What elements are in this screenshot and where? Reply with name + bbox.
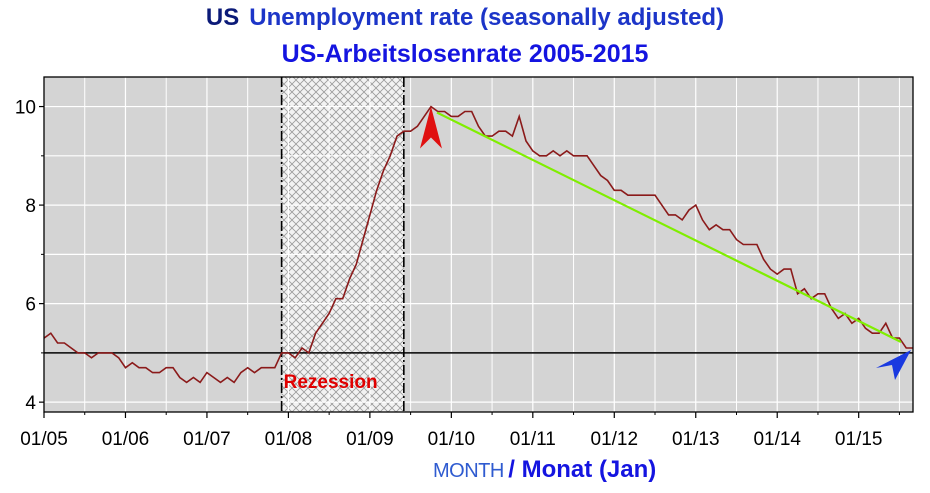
x-tick-label: 01/07 <box>183 429 231 450</box>
x-tick-label: 01/12 <box>591 429 639 450</box>
y-tick-label: 10 <box>15 98 36 119</box>
unemployment-rate-line <box>43 105 913 384</box>
end-arrow-icon <box>876 349 911 380</box>
recession-label: Rezession <box>284 372 378 393</box>
x-axis-label-english: MONTH <box>433 460 504 482</box>
title-country: US <box>205 4 240 31</box>
chart-subtitle: US-Arbeitslosenrate 2005-2015 <box>281 40 649 68</box>
x-tick-label: 01/06 <box>102 429 150 450</box>
y-tick-label: 6 <box>25 295 36 316</box>
x-axis-label-german: / Monat (Jan) <box>508 456 657 483</box>
trend-line <box>436 111 902 343</box>
peak-arrow-icon <box>419 106 442 149</box>
x-tick-label: 01/14 <box>753 429 801 450</box>
x-tick-label: 01/11 <box>510 429 556 450</box>
recession-band <box>281 77 404 412</box>
title-english: Unemployment rate (seasonally adjusted) <box>249 4 725 31</box>
x-tick-label: 01/05 <box>20 429 68 450</box>
chart-title: US Unemployment rate (seasonally adjusted… <box>0 4 930 32</box>
x-tick-label: 01/08 <box>265 429 313 450</box>
plot-frame <box>43 76 914 413</box>
y-tick-label: 8 <box>25 196 36 217</box>
x-tick-label: 01/13 <box>672 429 720 450</box>
y-tick-label: 4 <box>25 393 36 414</box>
x-axis-label: MONTH / Monat (Jan) <box>433 456 656 484</box>
x-tick-label: 01/09 <box>346 429 394 450</box>
x-tick-label: 01/10 <box>428 429 476 450</box>
x-tick-label: 01/15 <box>835 429 883 450</box>
